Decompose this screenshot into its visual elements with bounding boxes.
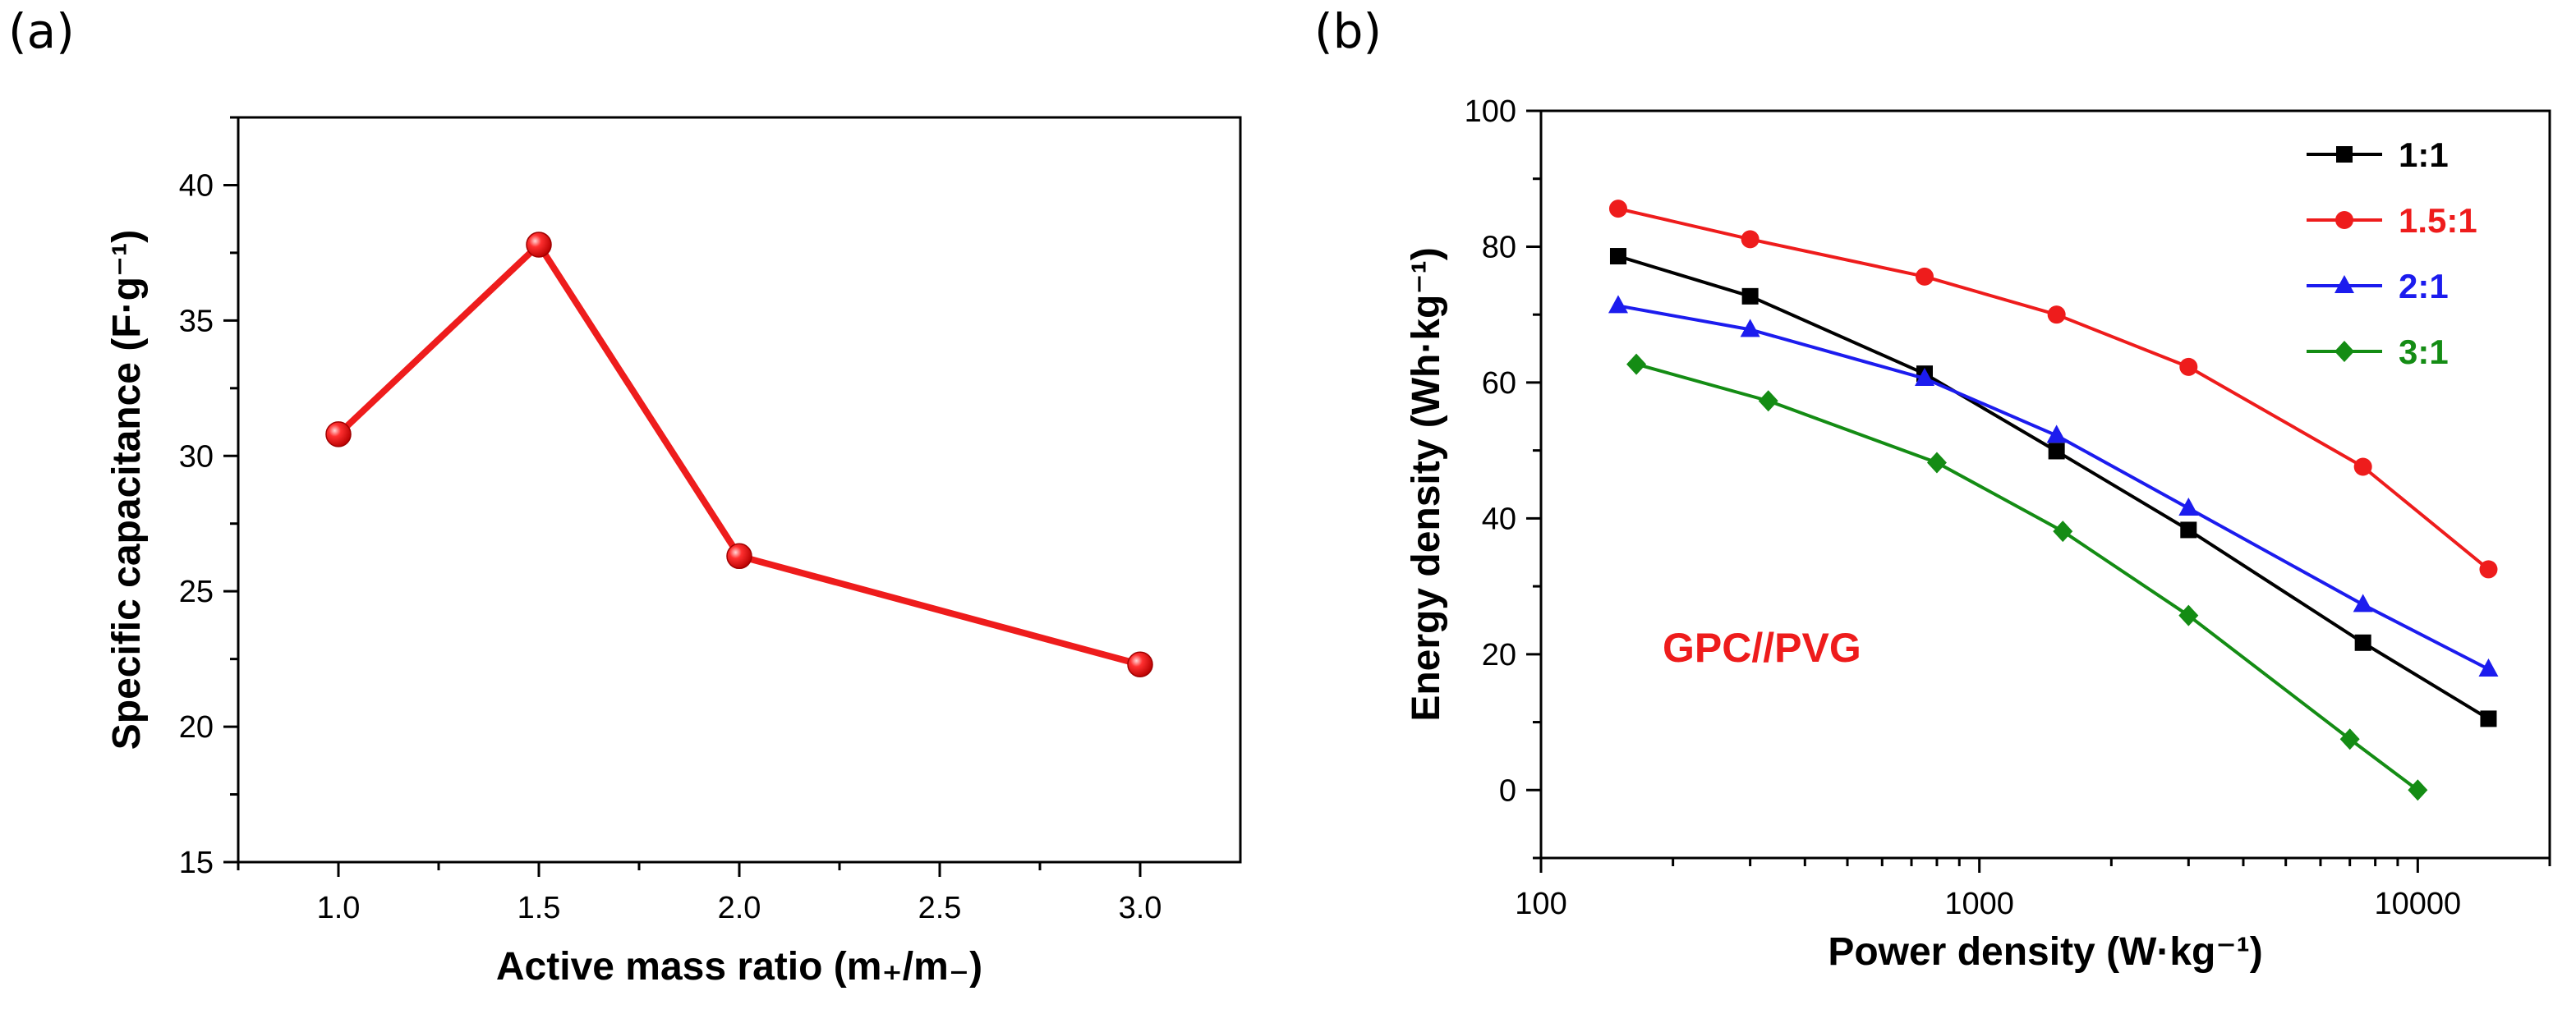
x-axis-title: Power density (W·kg⁻¹) [1828, 930, 2262, 974]
data-point [2047, 305, 2066, 324]
data-point [1608, 295, 1628, 314]
data-point [2478, 658, 2499, 677]
x-tick-label: 3.0 [1119, 891, 1162, 925]
y-tick-label: 30 [179, 439, 214, 474]
data-point [2353, 457, 2372, 476]
x-tick-label: 10000 [2375, 887, 2462, 921]
data-point [1915, 267, 1934, 286]
data-point [1608, 200, 1627, 218]
y-tick-label: 60 [1482, 366, 1516, 401]
legend-label: 2:1 [2399, 267, 2449, 305]
y-axis-title: Energy density (Wh·kg⁻¹) [1405, 247, 1448, 721]
data-point [1741, 287, 1759, 305]
x-tick-label: 2.5 [918, 891, 962, 925]
series-line [1635, 362, 2419, 791]
panel-label-a: (a) [8, 3, 75, 59]
panel-label-b: (b) [1314, 3, 1382, 59]
x-tick-label: 1000 [1944, 887, 2014, 921]
legend-item: 3:1 [2307, 333, 2449, 371]
series-1-5-1 [1608, 200, 2498, 579]
data-point [1926, 452, 1947, 474]
plot-frame [237, 116, 1242, 864]
series-line [1617, 304, 2490, 671]
legend-label: 1.5:1 [2399, 201, 2477, 240]
legend-marker [2334, 341, 2354, 362]
x-tick-label: 2.0 [718, 891, 761, 925]
data-point [2046, 424, 2067, 443]
y-tick-label: 40 [1482, 502, 1516, 536]
data-point [2480, 710, 2497, 727]
legend-marker [2335, 211, 2353, 229]
data-point [2339, 728, 2360, 750]
data-point [526, 232, 552, 258]
data-point [2053, 521, 2073, 543]
series-line [336, 241, 1142, 668]
data-point [2178, 604, 2199, 626]
y-tick-label: 25 [179, 575, 214, 609]
data-point [2048, 443, 2065, 460]
y-tick-label: 35 [179, 304, 214, 338]
series-line [1617, 207, 2490, 571]
y-tick-label: 0 [1499, 773, 1516, 808]
data-point [1609, 248, 1626, 265]
y-tick-label: 20 [179, 710, 214, 745]
legend-item: 2:1 [2307, 267, 2449, 305]
y-tick-label: 15 [179, 846, 214, 880]
data-point [2180, 521, 2197, 539]
data-point [2353, 594, 2373, 613]
legend-item: 1:1 [2307, 135, 2449, 174]
data-point [2179, 357, 2198, 376]
legend-item: 1.5:1 [2307, 201, 2477, 240]
x-axis-title: Active mass ratio (m₊/m₋) [496, 945, 982, 989]
x-tick-label: 1.5 [518, 891, 561, 925]
data-point [2408, 779, 2428, 801]
data-point [726, 543, 752, 570]
data-point [1127, 651, 1153, 677]
legend-marker [2334, 275, 2354, 293]
series-2-1 [1608, 295, 2499, 677]
data-point [2178, 497, 2199, 516]
legend-label: 3:1 [2399, 333, 2449, 371]
y-axis-title: Specific capacitance (F·g⁻¹) [105, 230, 149, 750]
data-point [1626, 353, 1647, 375]
data-point [325, 421, 352, 447]
y-tick-label: 40 [179, 168, 214, 203]
data-point [2479, 560, 2498, 579]
y-tick-label: 100 [1465, 94, 1516, 129]
annotation-label: GPC//PVG [1663, 625, 1861, 671]
data-point [1758, 390, 1778, 412]
plot-frame [1539, 109, 2551, 860]
y-tick-label: 20 [1482, 638, 1516, 672]
chart-b: 100 1000 10000 0 20 40 60 80 100 Power density (W… [1405, 94, 2551, 974]
y-tick-label: 80 [1482, 230, 1516, 264]
chart-a: 1.0 1.5 2.0 2.5 3.0 15 20 25 30 35 40 Active mass r… [105, 116, 1242, 989]
data-point [1914, 367, 1934, 386]
series-3-1 [1626, 353, 2428, 801]
legend-marker [2336, 146, 2353, 163]
legend-label: 1:1 [2399, 135, 2449, 174]
data-point [1741, 230, 1760, 249]
x-tick-label: 100 [1515, 887, 1566, 921]
x-tick-label: 1.0 [317, 891, 361, 925]
data-point [2354, 634, 2371, 651]
data-point [1740, 319, 1760, 337]
